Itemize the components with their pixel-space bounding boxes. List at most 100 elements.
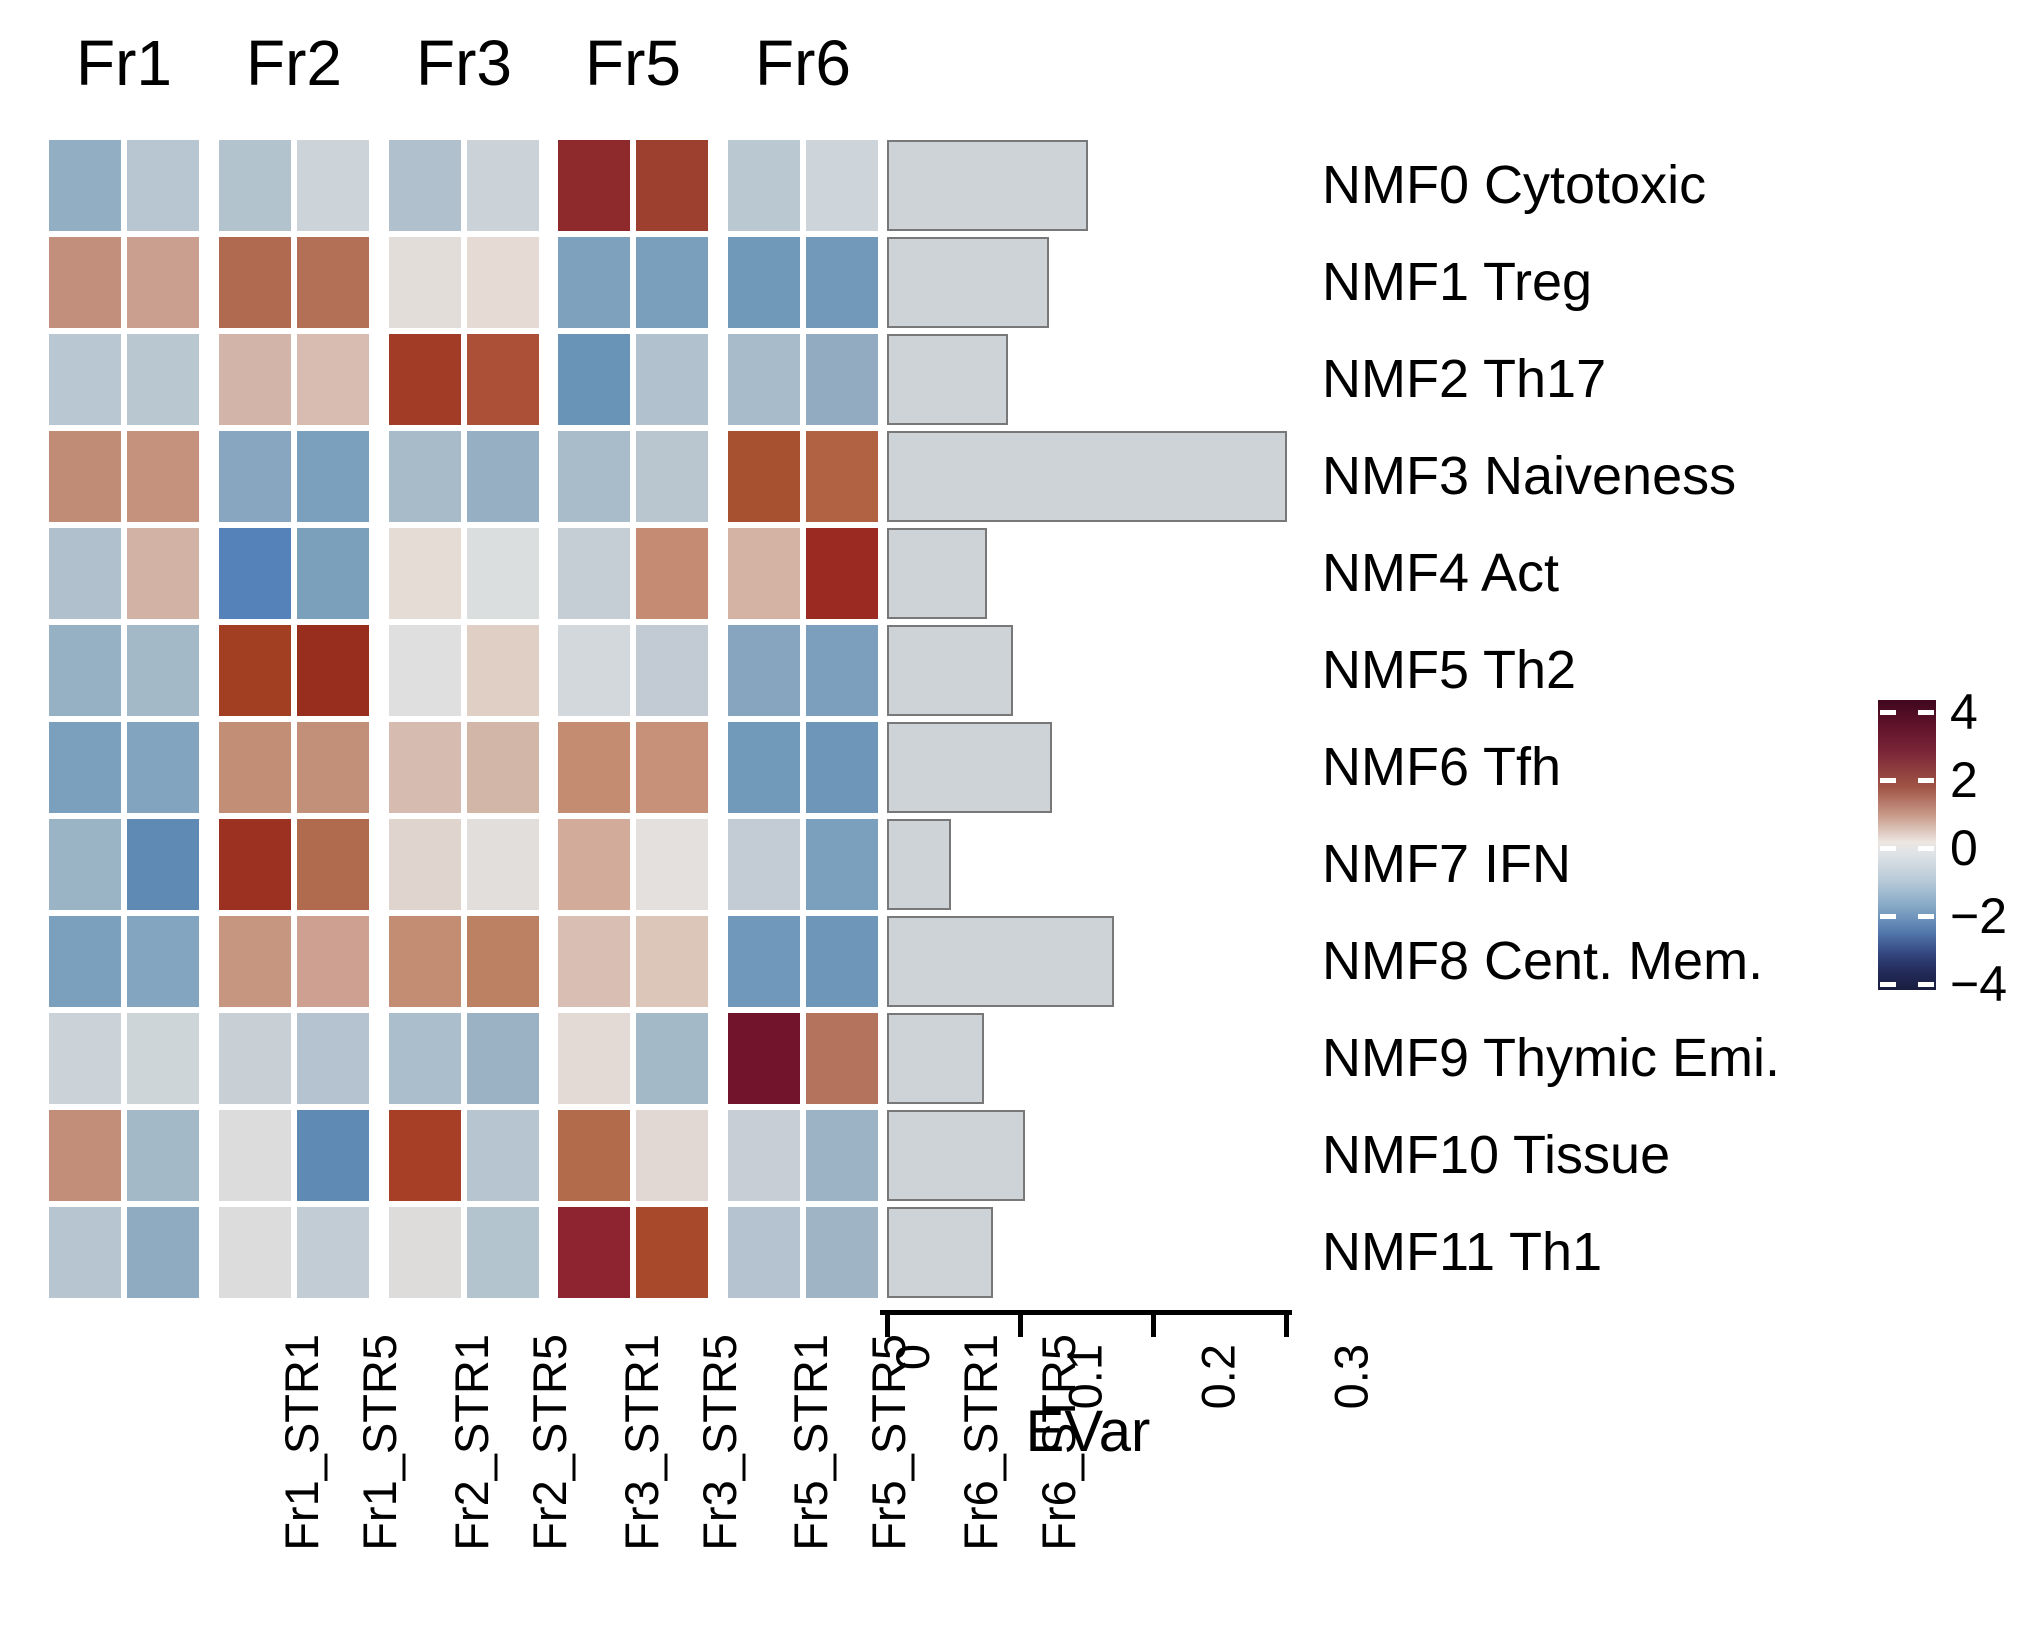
heatmap-cell [389,528,461,619]
colorbar-tick-right [1918,846,1934,851]
heatmap-cell [728,1110,800,1201]
heatmap-cell [467,1110,539,1201]
column-label: Fr3_STR1 [614,1334,668,1551]
heatmap-cell [297,431,369,522]
row-label: NMF4 Act [1322,543,1560,603]
heatmap-cell [389,1110,461,1201]
heatmap-cell [49,722,121,813]
heatmap-cell [219,1207,291,1298]
heatmap-cell [49,431,121,522]
heatmap-cell [467,237,539,328]
evar-axis-tick-label: 0.3 [1324,1344,1378,1410]
row-label: NMF0 Cytotoxic [1322,155,1707,215]
colorbar-tick-label: 0 [1950,820,1978,876]
heatmap-cell [558,528,630,619]
heatmap-cell [127,140,199,231]
heatmap-cell [558,140,630,231]
heatmap-cell [558,916,630,1007]
evar-bar [887,819,951,910]
heatmap-cell [297,140,369,231]
heatmap-cell [636,1207,708,1298]
heatmap-cell [297,916,369,1007]
heatmap-cell [806,140,878,231]
heatmap-cell [467,819,539,910]
heatmap-cell [558,334,630,425]
row-label: NMF2 Th17 [1322,349,1607,409]
heatmap-cell [728,431,800,522]
heatmap-cell [127,1013,199,1104]
heatmap-cell [558,1013,630,1104]
column-group-label: Fr5 [585,27,681,99]
column-group-label: Fr3 [416,27,512,99]
heatmap-cell [636,334,708,425]
heatmap-cell [219,1013,291,1104]
heatmap-cell [127,528,199,619]
heatmap-cell [636,1110,708,1201]
colorbar-tick-left [1880,914,1896,919]
column-group-label: Fr6 [755,27,851,99]
heatmap-cell [636,722,708,813]
evar-axis-tick-label: 0.2 [1191,1344,1245,1410]
heatmap-cell [806,1013,878,1104]
column-label: Fr6_STR1 [953,1334,1007,1551]
row-label: NMF10 Tissue [1322,1125,1671,1185]
column-label: Fr1_STR5 [352,1334,406,1551]
heatmap-cell [636,528,708,619]
column-group-label: Fr1 [76,27,172,99]
heatmap-cell [49,625,121,716]
heatmap-cell [127,1110,199,1201]
column-label: Fr1_STR1 [274,1334,328,1551]
heatmap-cell [636,237,708,328]
evar-bar [887,431,1287,522]
column-label: Fr6_STR5 [1031,1334,1085,1551]
column-label: Fr2_STR1 [444,1334,498,1551]
row-label: NMF9 Thymic Emi. [1322,1028,1781,1088]
evar-axis-title: EVar [1025,1399,1151,1464]
evar-bar [887,722,1052,813]
heatmap-cell [728,625,800,716]
heatmap-cell [297,819,369,910]
heatmap-cell [728,1013,800,1104]
heatmap-cell [49,334,121,425]
heatmap-cell [636,625,708,716]
colorbar-tick-left [1880,846,1896,851]
heatmap-cell [219,916,291,1007]
heatmap-cell [219,819,291,910]
heatmap-cell [558,625,630,716]
heatmap-cell [728,528,800,619]
evar-bar [887,916,1114,1007]
heatmap-cell [49,916,121,1007]
heatmap-cell [728,334,800,425]
heatmap-cell [297,237,369,328]
heatmap-cell [636,431,708,522]
heatmap-cell [467,722,539,813]
colorbar-tick-left [1880,778,1896,783]
heatmap-cell [49,1110,121,1201]
heatmap-cell [297,1013,369,1104]
heatmap-cell [127,819,199,910]
evar-axis-tick [1018,1313,1023,1337]
heatmap-cell [806,1110,878,1201]
heatmap-cell [806,528,878,619]
column-label: Fr5_STR5 [861,1334,915,1551]
heatmap-cell [558,1110,630,1201]
evar-axis-tick [1284,1313,1289,1337]
evar-axis-tick [885,1313,890,1337]
heatmap-cell [467,916,539,1007]
heatmap-cell [297,625,369,716]
evar-axis-tick [1151,1313,1156,1337]
evar-bar [887,528,987,619]
heatmap-cell [219,625,291,716]
heatmap-cell [389,625,461,716]
colorbar-tick-right [1918,982,1934,987]
heatmap-cell [467,528,539,619]
heatmap-cell [728,916,800,1007]
row-label: NMF1 Treg [1322,252,1593,312]
heatmap-cell [297,1110,369,1201]
heatmap-cell [49,819,121,910]
heatmap-cell [219,431,291,522]
evar-bar [887,1013,984,1104]
heatmap-cell [219,528,291,619]
heatmap-cell [49,1013,121,1104]
colorbar-tick-right [1918,778,1934,783]
